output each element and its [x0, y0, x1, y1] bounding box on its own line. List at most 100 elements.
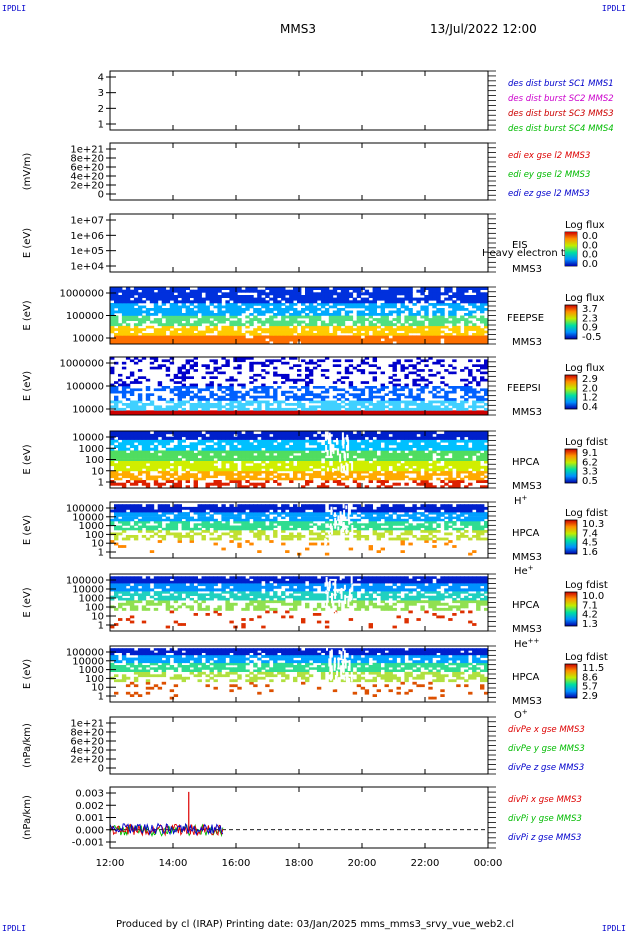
pixel	[360, 303, 366, 306]
pixel	[129, 518, 135, 522]
pixel	[396, 398, 401, 401]
pixel	[352, 442, 358, 446]
pixel	[408, 364, 413, 367]
pixel	[340, 458, 346, 461]
pixel	[472, 452, 477, 456]
pixel	[114, 445, 119, 448]
pixel	[344, 315, 350, 319]
pixel	[305, 361, 310, 365]
pixel	[269, 403, 274, 406]
pixel	[396, 378, 401, 382]
pixel	[332, 287, 338, 290]
pixel	[277, 359, 282, 363]
pixel	[114, 386, 119, 389]
pixel	[265, 458, 270, 461]
pixel	[121, 295, 127, 298]
pixel	[440, 436, 445, 440]
pixel	[118, 518, 123, 522]
gap	[339, 453, 342, 463]
pixel	[269, 465, 274, 469]
pixel	[161, 518, 167, 522]
pixel	[456, 328, 461, 331]
pixel	[161, 330, 167, 334]
pixel	[460, 480, 465, 483]
pixel	[121, 470, 127, 474]
pixel	[129, 450, 135, 454]
pixel	[273, 323, 278, 327]
pixel	[209, 525, 214, 528]
pixel	[400, 439, 405, 443]
pixel	[209, 460, 214, 464]
pixel	[181, 393, 186, 396]
pixel	[241, 303, 246, 306]
pixel	[364, 431, 370, 435]
pixel	[145, 442, 151, 446]
pixel	[416, 458, 421, 461]
pixel	[360, 318, 366, 321]
pixel	[249, 323, 254, 327]
pixel	[464, 431, 469, 435]
pixel	[316, 395, 322, 399]
y-axis-label: E (eV)	[22, 228, 33, 258]
y-tick-label: 1	[98, 478, 104, 489]
pixel	[181, 386, 186, 389]
pixel	[468, 381, 473, 384]
pixel	[464, 325, 469, 329]
pixel	[432, 303, 437, 306]
pixel	[253, 532, 258, 536]
pixel	[133, 338, 139, 342]
pixel	[185, 386, 190, 389]
pixel	[388, 521, 393, 524]
pixel	[285, 442, 290, 446]
pixel	[185, 338, 190, 342]
pixel	[301, 320, 306, 324]
pixel	[428, 328, 433, 331]
pixel	[324, 376, 330, 379]
pixel	[476, 308, 481, 311]
pixel	[133, 333, 139, 336]
pixel	[289, 357, 294, 360]
pixel	[388, 452, 393, 456]
pixel	[484, 366, 488, 370]
pixel	[440, 433, 445, 438]
pixel	[137, 338, 143, 342]
pixel	[285, 450, 290, 454]
pixel	[265, 433, 270, 438]
pixel	[289, 537, 294, 541]
pixel	[412, 338, 417, 342]
pixel	[392, 289, 397, 293]
pixel	[157, 398, 163, 401]
pixel	[468, 473, 473, 476]
pixel	[448, 364, 453, 367]
pixel	[464, 398, 469, 401]
pixel	[129, 338, 135, 342]
pixel	[320, 386, 326, 389]
pixel	[253, 455, 258, 459]
pixel	[241, 458, 246, 461]
pixel	[484, 303, 488, 306]
pixel	[241, 436, 246, 440]
pixel	[193, 475, 198, 479]
pixel	[221, 463, 226, 467]
pixel	[392, 465, 397, 469]
pixel	[133, 328, 139, 331]
pixel	[384, 521, 389, 524]
pixel	[209, 532, 214, 536]
pixel	[277, 407, 282, 411]
y-tick-label: 2	[98, 104, 104, 115]
pixel	[368, 463, 373, 467]
pixel	[221, 470, 226, 474]
pixel	[324, 325, 330, 329]
pixel	[424, 465, 429, 469]
pixel	[352, 341, 358, 344]
pixel	[201, 305, 206, 309]
pixel	[229, 436, 234, 440]
pixel	[217, 433, 222, 438]
pixel	[273, 463, 278, 467]
pixel	[324, 335, 330, 339]
pixel	[125, 439, 131, 443]
pixel	[193, 445, 198, 448]
pixel	[161, 436, 167, 440]
pixel	[384, 436, 389, 440]
